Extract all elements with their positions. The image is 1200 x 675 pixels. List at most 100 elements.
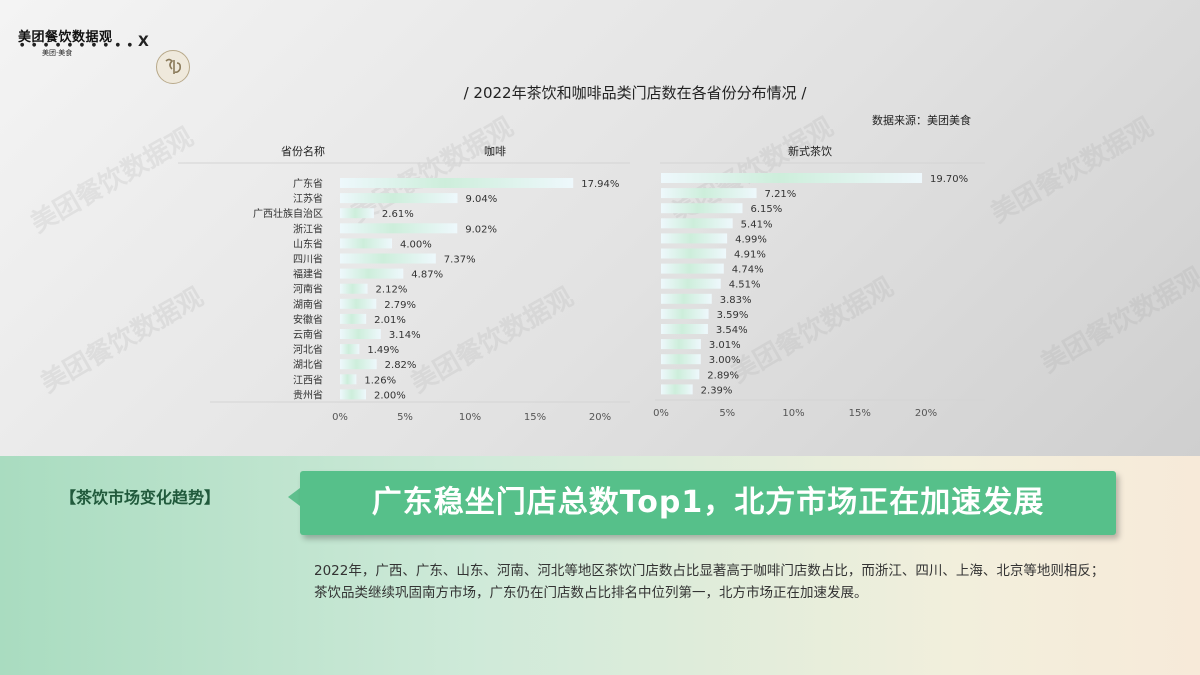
tick-label: 5% xyxy=(397,412,413,423)
data-label: 3.00% xyxy=(709,355,741,366)
bar xyxy=(340,223,458,234)
tick-label: 0% xyxy=(332,412,348,423)
category-label: 云南省 xyxy=(293,328,323,341)
data-label: 2.00% xyxy=(374,390,406,401)
bar xyxy=(661,248,727,259)
tick-label: 0% xyxy=(653,408,669,419)
data-label: 4.51% xyxy=(729,280,761,291)
category-label: 贵州省 xyxy=(293,388,323,401)
data-label: 3.14% xyxy=(389,330,421,341)
data-label: 1.49% xyxy=(367,345,399,356)
insight-paragraph-1: 2022年，广西、广东、山东、河南、河北等地区茶饮门店数占比显著高于咖啡门店数占… xyxy=(314,563,1105,579)
bar xyxy=(661,203,743,214)
tick-label: 10% xyxy=(459,412,481,423)
tick-label: 15% xyxy=(524,412,546,423)
tick-label: 20% xyxy=(589,412,611,423)
data-label: 3.83% xyxy=(720,295,752,306)
chart-section xyxy=(0,0,1200,456)
data-label: 9.02% xyxy=(465,224,497,235)
partner-logo-icon xyxy=(156,50,190,84)
bar xyxy=(661,218,733,229)
data-label: 4.91% xyxy=(734,250,766,261)
data-label: 3.54% xyxy=(716,325,748,336)
data-label: 4.99% xyxy=(735,234,767,245)
bar xyxy=(340,329,381,339)
brand-logo: 美团餐饮数据观 ● ● ● ● ● ● ● ● ● ● 美团·美食 X xyxy=(18,26,190,84)
bar xyxy=(661,384,693,395)
data-label: 3.01% xyxy=(709,340,741,351)
headline-banner: 广东稳坐门店总数Top1，北方市场正在加速发展 xyxy=(300,471,1116,535)
category-label: 河北省 xyxy=(293,343,323,356)
category-label: 广西壮族自治区 xyxy=(253,207,323,220)
chart-title: / 2022年茶饮和咖啡品类门店数在各省份分布情况 / xyxy=(463,84,807,102)
tick-label: 10% xyxy=(782,408,804,419)
bar xyxy=(340,253,436,264)
bar xyxy=(661,173,923,183)
series-header-2: 新式茶饮 xyxy=(788,144,832,158)
data-label: 19.70% xyxy=(930,174,968,185)
category-label: 浙江省 xyxy=(293,222,323,235)
category-label: 江苏省 xyxy=(293,192,323,205)
bar xyxy=(340,283,368,294)
data-label: 5.41% xyxy=(741,219,773,230)
bar xyxy=(340,298,377,309)
data-label: 2.39% xyxy=(701,385,733,396)
data-source: 数据来源：美团美食 xyxy=(872,114,971,127)
logo-title: 美团餐饮数据观 xyxy=(18,30,113,45)
bar xyxy=(661,263,724,274)
bar xyxy=(340,178,574,188)
logo-dots: ● ● ● ● ● ● ● ● ● ● xyxy=(20,42,135,48)
data-label: 1.26% xyxy=(364,375,396,386)
category-label: 江西省 xyxy=(293,373,323,386)
bar xyxy=(340,374,357,385)
trend-tag: 【茶饮市场变化趋势】 xyxy=(60,488,221,507)
data-label: 4.00% xyxy=(400,239,432,250)
data-label: 17.94% xyxy=(581,179,619,190)
data-label: 9.04% xyxy=(466,194,498,205)
bar xyxy=(661,308,709,319)
bar xyxy=(340,268,404,279)
insight-paragraph-2: 茶饮品类继续巩固南方市场，广东仍在门店数占比排名中位列第一，北方市场正在加速发展… xyxy=(314,585,868,601)
data-label: 3.59% xyxy=(717,310,749,321)
data-label: 6.15% xyxy=(750,204,782,215)
category-label: 四川省 xyxy=(293,253,323,266)
data-label: 7.21% xyxy=(765,189,797,200)
category-label: 安徽省 xyxy=(293,313,323,326)
data-label: 4.87% xyxy=(411,270,443,281)
data-label: 2.89% xyxy=(707,370,739,381)
insight-description: 2022年，广西、广东、山东、河南、河北等地区茶饮门店数占比显著高于咖啡门店数占… xyxy=(296,560,1116,604)
category-label: 河南省 xyxy=(293,283,323,296)
bar xyxy=(661,188,757,199)
category-header: 省份名称 xyxy=(281,144,325,158)
data-label: 2.61% xyxy=(382,209,414,220)
bar xyxy=(661,339,701,350)
data-label: 2.12% xyxy=(376,285,408,296)
category-label: 山东省 xyxy=(293,237,323,250)
bar xyxy=(340,344,360,355)
bar xyxy=(661,324,708,334)
bar xyxy=(340,359,377,370)
category-label: 湖北省 xyxy=(293,358,323,371)
category-label: 福建省 xyxy=(293,268,323,281)
logo-x: X xyxy=(138,34,149,50)
category-label: 湖南省 xyxy=(293,298,323,311)
callout-arrow xyxy=(288,488,300,506)
bar xyxy=(661,278,721,289)
tick-label: 20% xyxy=(915,408,937,419)
data-label: 2.82% xyxy=(385,360,417,371)
bar-charts: 省份名称 咖啡 17.94% 广东省 9.04% 江苏省 2.61% 广西壮族自治区 9.02%… xyxy=(178,144,985,423)
bar xyxy=(661,233,728,244)
data-label: 2.79% xyxy=(384,300,416,311)
bar xyxy=(340,193,458,204)
logo-subtitle: 美团·美食 xyxy=(42,49,73,57)
bar xyxy=(340,238,392,249)
tick-label: 5% xyxy=(719,408,735,419)
data-label: 2.01% xyxy=(374,315,406,326)
tick-label: 15% xyxy=(849,408,871,419)
data-label: 7.37% xyxy=(444,255,476,266)
bar xyxy=(661,354,701,365)
bar xyxy=(340,208,374,219)
category-label: 广东省 xyxy=(293,177,323,190)
bar xyxy=(661,369,700,380)
bar xyxy=(340,313,367,324)
